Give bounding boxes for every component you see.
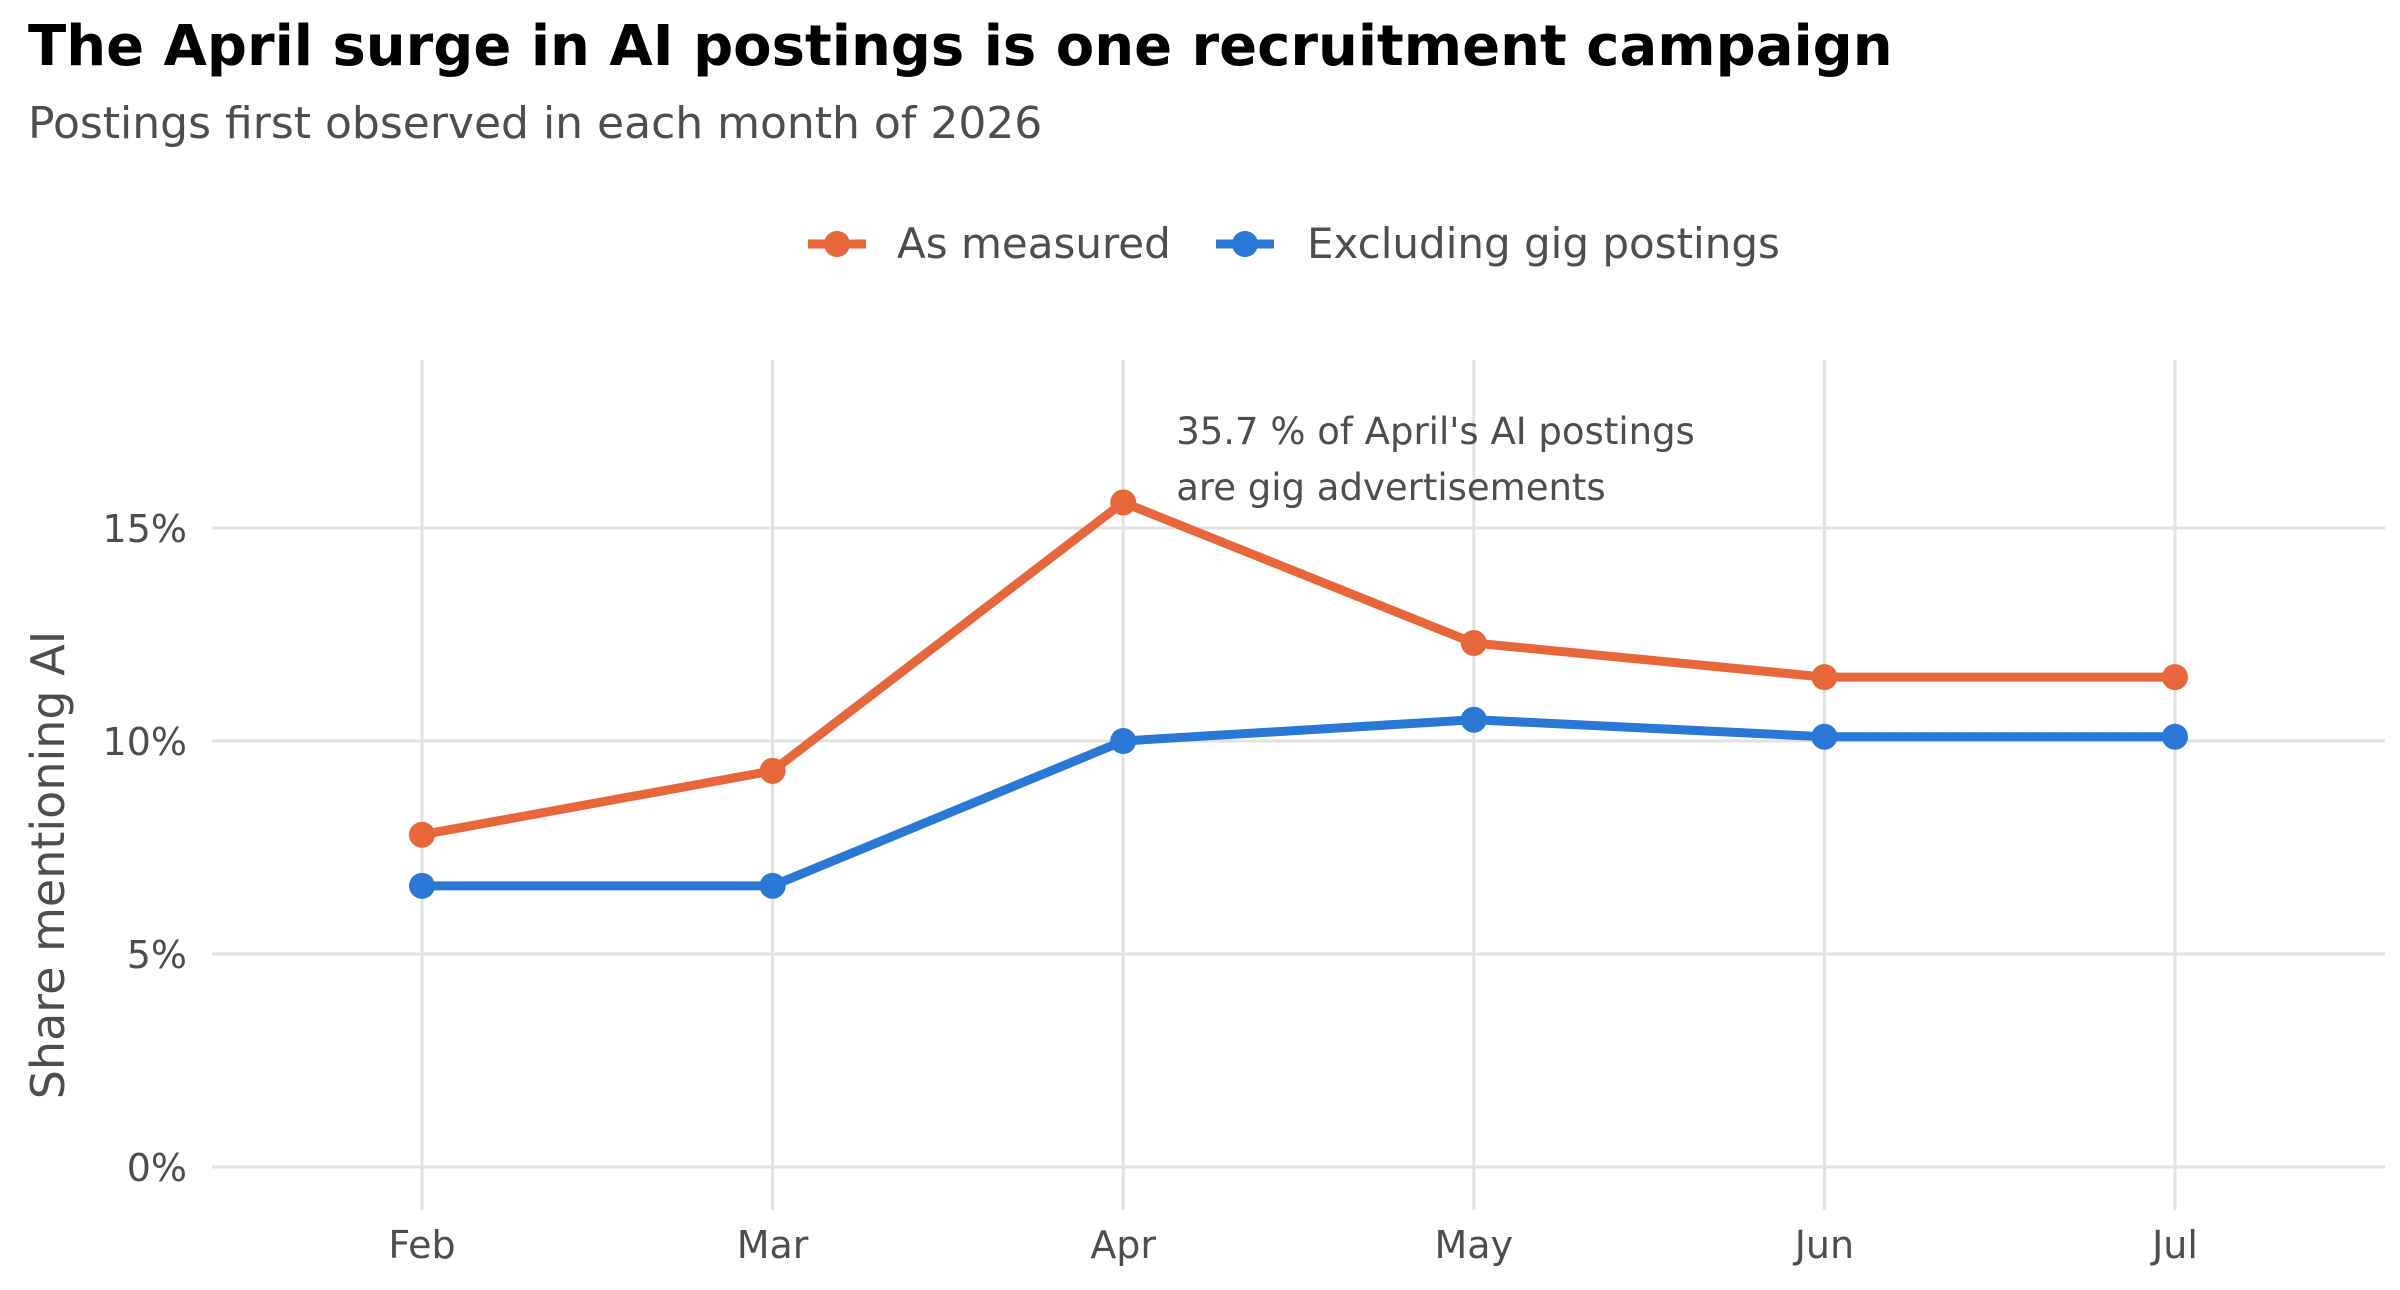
- legend: As measured Excluding gig postings: [808, 219, 1780, 268]
- annotation: 35.7 % of April's AI postings are gig adv…: [1176, 410, 1695, 509]
- x-tick-label: Jun: [1793, 1223, 1854, 1267]
- x-tick-label: Mar: [737, 1223, 809, 1267]
- y-tick-label: 0%: [127, 1146, 187, 1190]
- data-point-excluding-gig-jul: [2162, 723, 2188, 750]
- annotation-line-1: 35.7 % of April's AI postings: [1176, 410, 1695, 453]
- x-tick-label: Feb: [388, 1223, 455, 1267]
- data-point-excluding-gig-jun: [1811, 723, 1838, 750]
- data-point-as-measured-feb: [409, 821, 435, 848]
- data-point-as-measured-apr: [1110, 489, 1137, 516]
- data-point-excluding-gig-mar: [759, 872, 786, 899]
- data-point-as-measured-may: [1460, 630, 1487, 657]
- legend-label: As measured: [897, 219, 1171, 268]
- chart-title: The April surge in AI postings is one re…: [28, 14, 1893, 79]
- data-point-excluding-gig-feb: [409, 872, 435, 899]
- chart-subtitle: Postings first observed in each month of…: [28, 98, 1043, 149]
- data-point-excluding-gig-apr: [1110, 728, 1137, 754]
- data-point-as-measured-jul: [2162, 664, 2188, 691]
- x-tick-label: Apr: [1090, 1223, 1156, 1267]
- series-line-excluding-gig: [417, 715, 2180, 891]
- legend-key-point: [824, 231, 850, 257]
- data-point-excluding-gig-may: [1460, 706, 1487, 733]
- y-tick-label: 10%: [103, 720, 187, 764]
- series-line-as-measured: [417, 497, 2180, 840]
- y-tick-label: 5%: [127, 933, 187, 977]
- legend-label: Excluding gig postings: [1307, 219, 1780, 268]
- data-point-as-measured-jun: [1811, 664, 1838, 691]
- series: [409, 489, 2188, 899]
- x-tick-label: Jul: [2150, 1223, 2198, 1267]
- data-point-as-measured-mar: [759, 757, 786, 784]
- y-axis-title: Share mentioning AI: [21, 631, 75, 1100]
- y-tick-label: 15%: [103, 507, 187, 551]
- x-tick-label: May: [1435, 1223, 1514, 1267]
- legend-key-point: [1232, 231, 1258, 257]
- annotation-line-2: are gig advertisements: [1176, 466, 1606, 509]
- axes: 0% 5% 10% 15% Feb Mar Apr May Jun Jul Share mentio…: [21, 507, 2198, 1267]
